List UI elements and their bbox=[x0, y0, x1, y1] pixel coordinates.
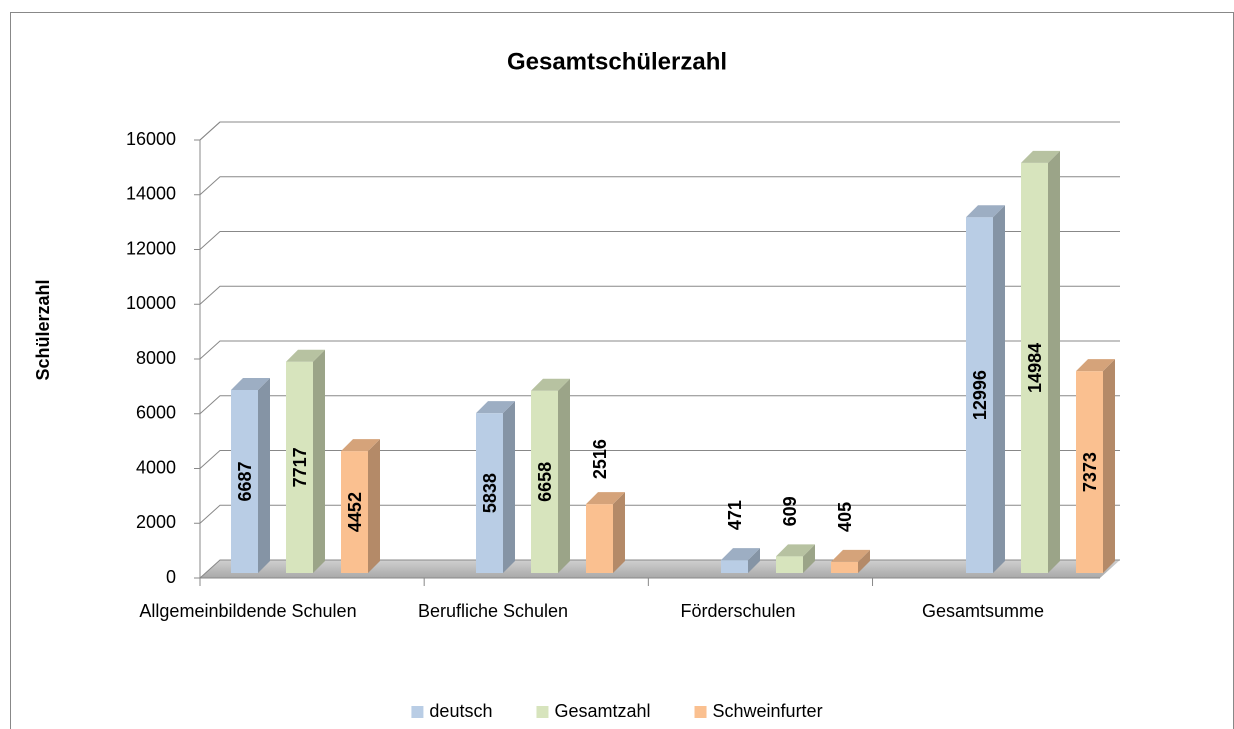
grid-line bbox=[199, 395, 1120, 415]
bar-front bbox=[966, 217, 993, 573]
y-tick-label: 4000 bbox=[136, 457, 176, 477]
y-tick-label: 12000 bbox=[126, 238, 176, 258]
bar-top bbox=[1021, 150, 1060, 163]
bar-side bbox=[558, 378, 570, 573]
bar bbox=[341, 439, 380, 573]
bar-top bbox=[966, 205, 1005, 218]
y-tick-label: 8000 bbox=[136, 348, 176, 368]
bar-side bbox=[858, 549, 870, 573]
y-tick-label: 16000 bbox=[126, 129, 176, 149]
bar bbox=[476, 401, 515, 573]
bar-side bbox=[503, 401, 515, 573]
bar-side bbox=[748, 548, 760, 573]
bar-top bbox=[286, 349, 325, 362]
bar bbox=[776, 544, 815, 573]
bar-side bbox=[313, 349, 325, 573]
chart-title: Gesamtschülerzahl bbox=[507, 48, 727, 75]
value-label: 405 bbox=[835, 502, 855, 532]
value-label: 4452 bbox=[345, 492, 365, 532]
grid-line bbox=[199, 231, 1120, 250]
bar-side bbox=[1103, 359, 1115, 573]
legend-label: Schweinfurter bbox=[713, 701, 823, 721]
value-label: 2516 bbox=[590, 439, 610, 479]
bar-front bbox=[476, 413, 503, 573]
y-tick-label: 2000 bbox=[136, 512, 176, 532]
legend-swatch bbox=[536, 706, 549, 718]
bar-side bbox=[613, 492, 625, 573]
value-label: 14984 bbox=[1025, 343, 1045, 393]
floor bbox=[200, 560, 1120, 578]
value-label: 7373 bbox=[1080, 452, 1100, 492]
bar bbox=[586, 492, 625, 573]
value-label: 6687 bbox=[235, 461, 255, 501]
bar-front bbox=[531, 390, 558, 573]
y-axis-label: Schülerzahl bbox=[33, 279, 53, 380]
bar bbox=[721, 548, 760, 573]
bar-front bbox=[341, 451, 368, 573]
x-tick-label: Förderschulen bbox=[680, 601, 795, 621]
grid-line bbox=[199, 559, 1120, 579]
grid-line bbox=[199, 450, 1120, 469]
bar-top bbox=[231, 377, 270, 390]
bar-side bbox=[258, 377, 270, 573]
legend-swatch bbox=[694, 706, 707, 718]
bar-front bbox=[586, 504, 613, 573]
bar-side bbox=[368, 439, 380, 573]
bar-side bbox=[993, 205, 1005, 573]
grid-line bbox=[199, 121, 1120, 141]
legend-label: deutsch bbox=[429, 701, 492, 721]
bar-front bbox=[721, 560, 748, 573]
bar-front bbox=[1021, 162, 1048, 574]
bar bbox=[531, 378, 570, 573]
bar bbox=[1076, 359, 1115, 573]
bar-top bbox=[341, 439, 380, 452]
grid-line bbox=[199, 176, 1120, 196]
grid-line bbox=[199, 340, 1120, 360]
bar-top bbox=[531, 378, 570, 391]
x-tick-label: Gesamtsumme bbox=[922, 601, 1044, 621]
bar-top bbox=[776, 544, 815, 557]
bar bbox=[231, 377, 270, 573]
bar bbox=[831, 549, 870, 573]
y-tick-label: 6000 bbox=[136, 403, 176, 423]
bar-side bbox=[1048, 150, 1060, 574]
bar-front bbox=[776, 556, 803, 573]
legend-swatch bbox=[411, 706, 424, 718]
bar bbox=[286, 349, 325, 573]
bar-top bbox=[1076, 359, 1115, 372]
bar-top bbox=[476, 401, 515, 414]
bar-top bbox=[586, 492, 625, 505]
bar-front bbox=[231, 389, 258, 573]
bar-top bbox=[831, 549, 870, 562]
value-label: 471 bbox=[725, 500, 745, 530]
y-tick-label: 0 bbox=[166, 567, 176, 587]
y-tick-label: 14000 bbox=[126, 184, 176, 204]
value-label: 609 bbox=[780, 496, 800, 526]
value-label: 5838 bbox=[480, 473, 500, 513]
x-tick-label: Berufliche Schulen bbox=[418, 601, 568, 621]
bar-front bbox=[831, 561, 858, 573]
legend-label: Gesamtzahl bbox=[554, 701, 650, 721]
bar-side bbox=[803, 544, 815, 573]
bar-front bbox=[1076, 371, 1103, 573]
y-tick-label: 10000 bbox=[126, 293, 176, 313]
bar bbox=[966, 205, 1005, 573]
value-label: 7717 bbox=[290, 447, 310, 487]
value-label: 6658 bbox=[535, 462, 555, 502]
bar bbox=[1021, 150, 1060, 574]
grid-line bbox=[199, 504, 1120, 524]
x-tick-label: Allgemeinbildende Schulen bbox=[139, 601, 356, 621]
value-label: 12996 bbox=[970, 370, 990, 420]
grid-line bbox=[199, 285, 1120, 305]
bar-front bbox=[286, 361, 313, 573]
bar-top bbox=[721, 548, 760, 561]
